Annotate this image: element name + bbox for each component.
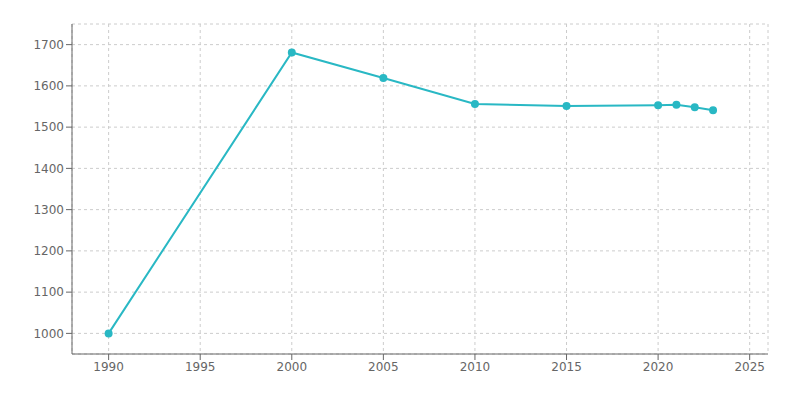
- svg-text:1500: 1500: [33, 120, 64, 134]
- svg-text:1000: 1000: [33, 327, 64, 341]
- svg-text:1995: 1995: [185, 360, 216, 374]
- svg-text:1100: 1100: [33, 285, 64, 299]
- svg-text:1700: 1700: [33, 38, 64, 52]
- svg-text:1990: 1990: [93, 360, 124, 374]
- svg-text:1400: 1400: [33, 162, 64, 176]
- svg-text:2015: 2015: [551, 360, 582, 374]
- svg-text:1600: 1600: [33, 79, 64, 93]
- svg-text:2000: 2000: [277, 360, 308, 374]
- svg-text:2005: 2005: [368, 360, 399, 374]
- svg-text:2010: 2010: [460, 360, 491, 374]
- svg-text:1300: 1300: [33, 203, 64, 217]
- svg-text:2020: 2020: [643, 360, 674, 374]
- svg-text:2025: 2025: [734, 360, 765, 374]
- svg-text:1200: 1200: [33, 244, 64, 258]
